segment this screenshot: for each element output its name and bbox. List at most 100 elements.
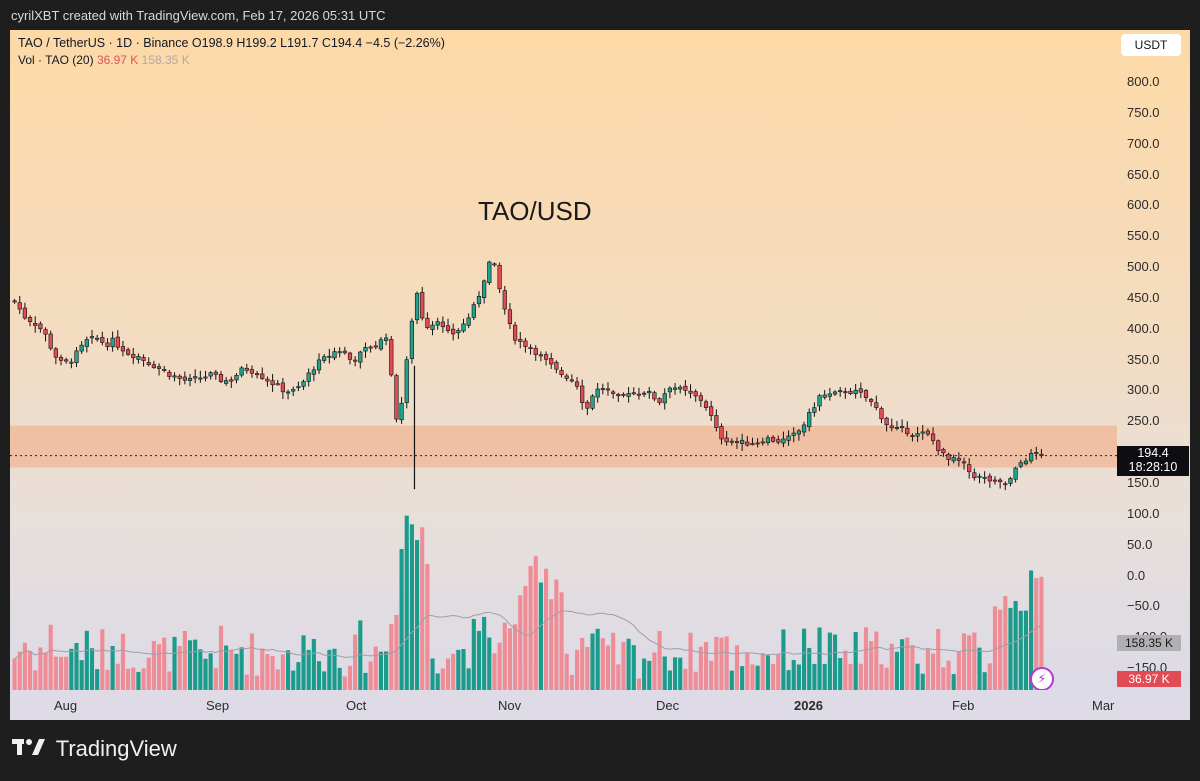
chart-panel[interactable]: TAO / TetherUS · 1D · Binance O198.9 H19… [10, 30, 1117, 690]
volume-bar [977, 647, 982, 690]
volume-bar [956, 651, 961, 690]
candle-body [543, 354, 549, 360]
volume-bar [95, 669, 100, 690]
volume-bar [239, 647, 244, 690]
candle-body [487, 261, 492, 283]
candle-body [889, 425, 894, 429]
volume-bar [590, 633, 595, 690]
volume-bar [69, 648, 74, 690]
y-tick-label: 650.0 [1127, 166, 1160, 182]
candle-body [265, 378, 270, 382]
volume-bar [595, 628, 600, 690]
volume-bar [420, 527, 425, 690]
candle-body [440, 321, 445, 328]
price-chart-svg[interactable] [10, 30, 1117, 690]
candle-body [765, 437, 771, 444]
candle-body [322, 356, 327, 361]
candle-body [306, 372, 311, 382]
candle-body [574, 381, 580, 387]
volume-bar [487, 637, 492, 690]
volume-bar [703, 641, 709, 690]
volume-bar [414, 540, 420, 690]
x-tick-label: Mar [1092, 698, 1115, 713]
volume-bar [182, 630, 187, 690]
candle-body [430, 324, 435, 330]
candle-body [585, 401, 590, 409]
volume-bar [115, 663, 120, 690]
volume-bar [621, 641, 626, 690]
candle-body [998, 479, 1003, 483]
volume-bar [915, 663, 920, 690]
volume-bar [327, 649, 332, 690]
candle-body [838, 390, 843, 393]
candle-body [869, 398, 874, 402]
volume-bar [755, 665, 760, 690]
candle-body [203, 376, 208, 379]
candle-body [84, 339, 89, 347]
last-price-badge: 194.4 18:28:10 [1117, 446, 1189, 476]
candle-body [961, 461, 967, 464]
volume-bar [543, 568, 549, 690]
volume-bar [22, 642, 27, 690]
time-axis[interactable]: Aug Sep Oct Nov Dec 2026 Feb Mar [10, 690, 1190, 720]
candle-body [590, 395, 595, 409]
candle-body [476, 296, 482, 305]
candle-body [915, 433, 920, 437]
candle-body [688, 390, 693, 394]
candle-body [337, 351, 342, 354]
candle-body [33, 322, 38, 326]
volume-bar [559, 592, 564, 690]
volume-bar [672, 657, 678, 690]
candle-body [280, 382, 286, 393]
volume-bar [497, 642, 502, 690]
volume-bar [580, 637, 585, 690]
candle-body [910, 435, 915, 438]
candle-body [373, 345, 378, 348]
volume-bar [177, 645, 182, 690]
x-tick-label: Dec [656, 698, 680, 713]
candle-body [327, 355, 332, 358]
volume-bar [461, 649, 466, 690]
volume-bar [151, 641, 156, 690]
candle-body [946, 453, 951, 460]
candle-body [760, 441, 765, 444]
volume-bar [611, 632, 616, 690]
candle-body [301, 381, 306, 387]
volume-bar [1018, 610, 1023, 690]
candle-body [125, 349, 131, 355]
volume-bar [647, 660, 652, 690]
volume-bar [187, 640, 193, 690]
candle-body [523, 340, 528, 347]
volume-bar [218, 625, 224, 690]
volume-bar [451, 653, 456, 690]
candle-body [332, 351, 337, 359]
candle-body [208, 372, 213, 377]
candle-body [1013, 467, 1018, 480]
volume-bar [213, 668, 218, 690]
volume-bar [616, 664, 621, 690]
currency-button[interactable]: USDT [1121, 34, 1181, 56]
volume-bar [64, 656, 69, 690]
volume-bar [838, 658, 843, 690]
candle-body [936, 440, 941, 451]
candle-body [285, 391, 291, 394]
volume-bar [569, 674, 574, 690]
volume-bar [265, 654, 270, 690]
lightning-icon[interactable]: ⚡ [1030, 667, 1054, 690]
volume-bar [936, 628, 941, 690]
volume-bar [631, 645, 636, 690]
volume-bar [709, 660, 714, 690]
volume-bar [879, 664, 884, 690]
candle-body [187, 377, 193, 381]
tradingview-logo-icon [12, 737, 46, 763]
volume-bar [399, 549, 404, 690]
volume-bar [146, 657, 151, 690]
volume-bar [554, 579, 559, 690]
volume-bar [306, 649, 311, 690]
volume-bar [38, 647, 43, 690]
price-axis[interactable]: USDT 800.0 750.0 700.0 650.0 600.0 550.0 500.0… [1117, 30, 1190, 690]
volume-bar [270, 655, 275, 690]
volume-bar [946, 660, 951, 690]
x-tick-label: Aug [54, 698, 78, 713]
candle-body [554, 361, 559, 370]
